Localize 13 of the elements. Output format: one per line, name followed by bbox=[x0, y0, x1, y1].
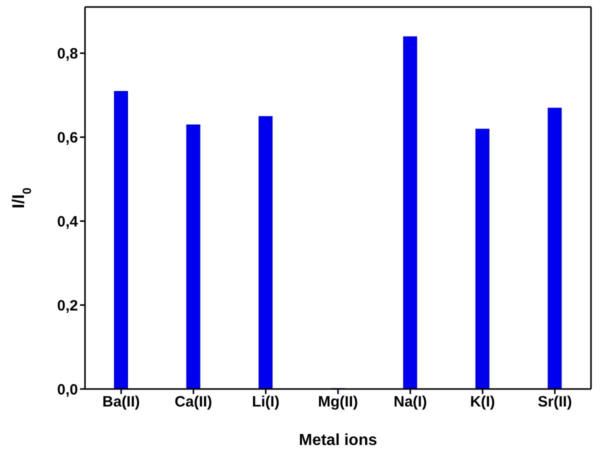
x-tick-label: Li(I) bbox=[252, 394, 280, 411]
x-tick-label: Na(I) bbox=[394, 394, 427, 411]
y-tick-label: 0,8 bbox=[57, 46, 78, 62]
x-tick-label: Ba(II) bbox=[102, 394, 140, 411]
y-tick-label: 0,2 bbox=[57, 297, 78, 314]
x-tick-label: Sr(II) bbox=[538, 394, 572, 411]
y-tick-label: 0,4 bbox=[57, 213, 79, 230]
y-tick-label: 0,0 bbox=[57, 381, 78, 398]
x-axis-title: Metal ions bbox=[298, 432, 378, 449]
y-tick-label: 0,6 bbox=[57, 129, 78, 146]
x-tick-label: K(I) bbox=[470, 394, 496, 411]
x-tick-label: Mg(II) bbox=[318, 394, 358, 411]
x-tick-label: Ca(II) bbox=[174, 394, 212, 411]
